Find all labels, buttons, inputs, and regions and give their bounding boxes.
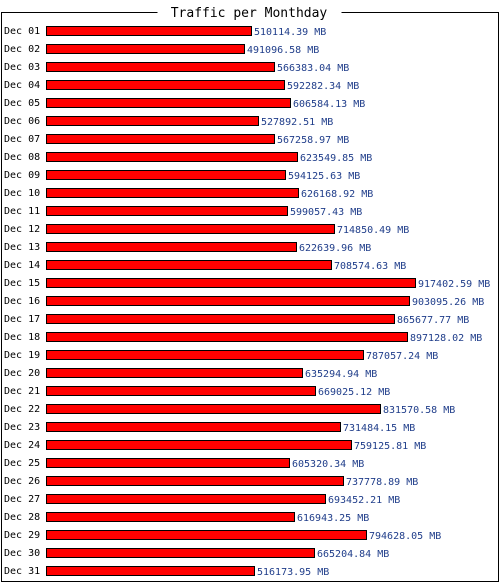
category-label: Dec 15: [4, 278, 40, 289]
value-label: 669025.12 MB: [318, 387, 390, 398]
value-label: 594125.63 MB: [288, 171, 360, 182]
category-label: Dec 11: [4, 206, 40, 217]
category-label: Dec 26: [4, 476, 40, 487]
category-label: Dec 02: [4, 44, 40, 55]
value-label: 616943.25 MB: [297, 513, 369, 524]
traffic-bar: [46, 404, 381, 414]
traffic-bar: [46, 296, 410, 306]
chart-frame: [1, 12, 499, 582]
traffic-bar: [46, 242, 297, 252]
traffic-bar: [46, 350, 364, 360]
traffic-bar: [46, 422, 341, 432]
category-label: Dec 17: [4, 314, 40, 325]
value-label: 567258.97 MB: [277, 135, 349, 146]
category-label: Dec 23: [4, 422, 40, 433]
category-label: Dec 29: [4, 530, 40, 541]
category-label: Dec 04: [4, 80, 40, 91]
value-label: 491096.58 MB: [247, 45, 319, 56]
value-label: 759125.81 MB: [354, 441, 426, 452]
category-label: Dec 18: [4, 332, 40, 343]
traffic-bar: [46, 188, 299, 198]
traffic-bar: [46, 134, 275, 144]
traffic-bar: [46, 332, 408, 342]
category-label: Dec 22: [4, 404, 40, 415]
category-label: Dec 27: [4, 494, 40, 505]
value-label: 737778.89 MB: [346, 477, 418, 488]
traffic-bar: [46, 494, 326, 504]
value-label: 566383.04 MB: [277, 63, 349, 74]
category-label: Dec 03: [4, 62, 40, 73]
traffic-bar: [46, 368, 303, 378]
traffic-bar: [46, 26, 252, 36]
category-label: Dec 05: [4, 98, 40, 109]
traffic-bar: [46, 62, 275, 72]
value-label: 623549.85 MB: [300, 153, 372, 164]
category-label: Dec 12: [4, 224, 40, 235]
traffic-bar: [46, 224, 335, 234]
category-label: Dec 20: [4, 368, 40, 379]
traffic-bar: [46, 512, 295, 522]
category-label: Dec 25: [4, 458, 40, 469]
traffic-bar: [46, 440, 352, 450]
value-label: 635294.94 MB: [305, 369, 377, 380]
traffic-bar: [46, 386, 316, 396]
value-label: 527892.51 MB: [261, 117, 333, 128]
category-label: Dec 14: [4, 260, 40, 271]
category-label: Dec 30: [4, 548, 40, 559]
traffic-bar: [46, 278, 416, 288]
category-label: Dec 28: [4, 512, 40, 523]
category-label: Dec 24: [4, 440, 40, 451]
traffic-bar: [46, 98, 291, 108]
value-label: 626168.92 MB: [301, 189, 373, 200]
value-label: 917402.59 MB: [418, 279, 490, 290]
category-label: Dec 10: [4, 188, 40, 199]
value-label: 693452.21 MB: [328, 495, 400, 506]
traffic-bar: [46, 80, 285, 90]
traffic-bar: [46, 152, 298, 162]
value-label: 606584.13 MB: [293, 99, 365, 110]
category-label: Dec 07: [4, 134, 40, 145]
value-label: 516173.95 MB: [257, 567, 329, 578]
category-label: Dec 19: [4, 350, 40, 361]
category-label: Dec 01: [4, 26, 40, 37]
traffic-bar: [46, 206, 288, 216]
value-label: 794628.05 MB: [369, 531, 441, 542]
traffic-bar: [46, 458, 290, 468]
category-label: Dec 16: [4, 296, 40, 307]
value-label: 665204.84 MB: [317, 549, 389, 560]
traffic-bar: [46, 476, 344, 486]
value-label: 599057.43 MB: [290, 207, 362, 218]
traffic-bar: [46, 170, 286, 180]
traffic-bar: [46, 548, 315, 558]
value-label: 865677.77 MB: [397, 315, 469, 326]
traffic-bar: [46, 566, 255, 576]
value-label: 708574.63 MB: [334, 261, 406, 272]
category-label: Dec 06: [4, 116, 40, 127]
value-label: 622639.96 MB: [299, 243, 371, 254]
category-label: Dec 09: [4, 170, 40, 181]
chart-title: Traffic per Monthday: [171, 6, 328, 21]
bar-rows: Dec 01 510114.39 MB Dec 02 491096.58 MB Dec …: [4, 26, 490, 578]
value-label: 903095.26 MB: [412, 297, 484, 308]
value-label: 510114.39 MB: [254, 27, 326, 38]
category-label: Dec 21: [4, 386, 40, 397]
value-label: 897128.02 MB: [410, 333, 482, 344]
value-label: 731484.15 MB: [343, 423, 415, 434]
traffic-bar: [46, 44, 245, 54]
category-label: Dec 08: [4, 152, 40, 163]
value-label: 831570.58 MB: [383, 405, 455, 416]
traffic-bar: [46, 314, 395, 324]
traffic-bar: [46, 260, 332, 270]
traffic-bar: [46, 116, 259, 126]
traffic-bar: [46, 530, 367, 540]
value-label: 592282.34 MB: [287, 81, 359, 92]
value-label: 787057.24 MB: [366, 351, 438, 362]
value-label: 605320.34 MB: [292, 459, 364, 470]
value-label: 714850.49 MB: [337, 225, 409, 236]
category-label: Dec 31: [4, 566, 40, 577]
category-label: Dec 13: [4, 242, 40, 253]
